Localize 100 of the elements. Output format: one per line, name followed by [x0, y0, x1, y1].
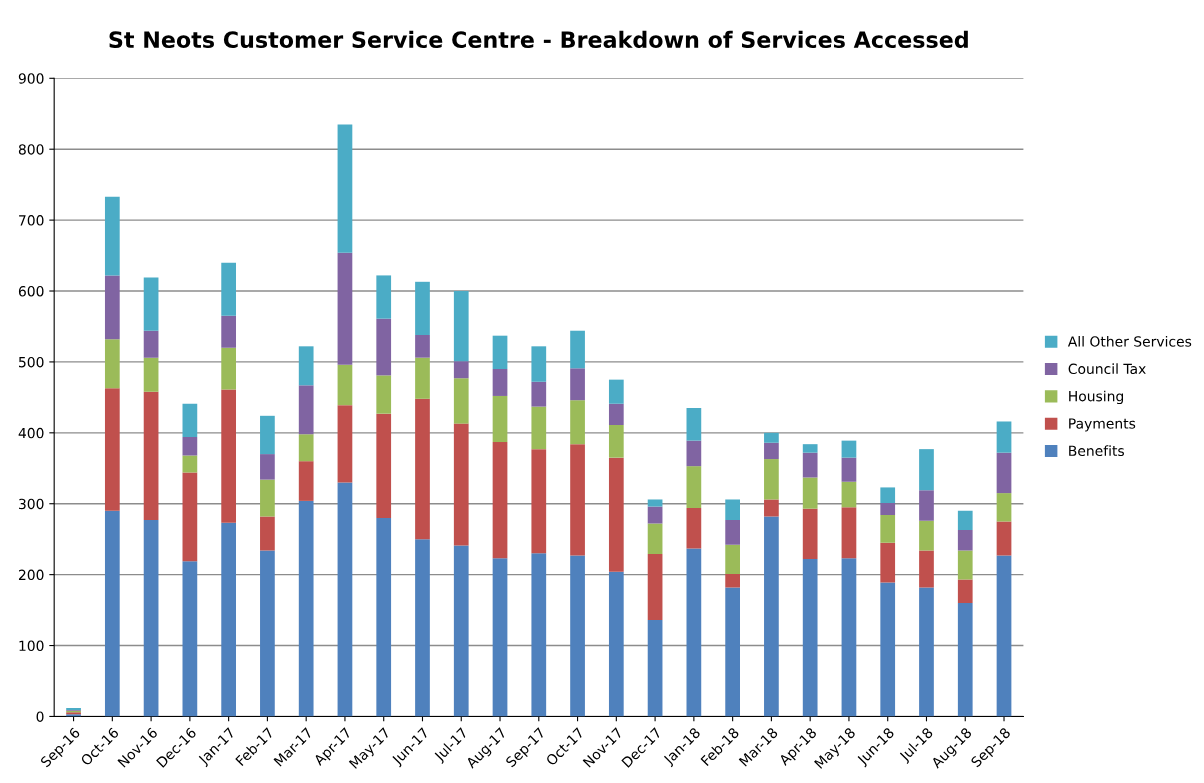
y-tick-label: 400 [18, 427, 44, 439]
bar [298, 434, 314, 462]
bar [337, 124, 353, 253]
bar [725, 544, 740, 574]
bar [802, 477, 818, 509]
bar [531, 346, 547, 382]
bar [996, 555, 1012, 717]
bar [608, 425, 624, 458]
bar [608, 379, 624, 404]
bar [647, 499, 663, 507]
bar [880, 487, 896, 504]
bar [764, 459, 779, 500]
bar [725, 520, 740, 545]
y-tick-label: 800 [18, 144, 44, 155]
bar [143, 391, 159, 521]
bar [841, 440, 857, 458]
bar [104, 388, 120, 511]
bar [996, 421, 1012, 453]
legend-label: Council Tax [1068, 363, 1146, 375]
bar [260, 516, 275, 551]
bar [725, 499, 740, 521]
bar [570, 444, 585, 556]
bar [221, 347, 237, 390]
bar [841, 481, 857, 508]
bar [764, 516, 779, 717]
bar [182, 437, 198, 456]
bar [608, 403, 624, 426]
bar [880, 582, 896, 717]
bar [957, 603, 973, 717]
bar [260, 479, 275, 517]
bar [919, 587, 934, 717]
bar [453, 291, 469, 362]
bar [919, 520, 934, 551]
y-tick-label: 100 [19, 640, 44, 652]
bar [880, 542, 896, 583]
bar [570, 555, 585, 717]
bar [570, 330, 585, 369]
bar [996, 521, 1012, 556]
y-tick-label: 900 [18, 73, 44, 84]
bar [647, 620, 663, 717]
bar [608, 571, 624, 717]
bar [492, 558, 508, 717]
bar [996, 452, 1012, 494]
bar [647, 523, 663, 555]
bar [570, 368, 585, 401]
bar [531, 449, 547, 554]
bar [802, 444, 818, 453]
bar [182, 455, 198, 473]
bar [919, 449, 934, 491]
bar [182, 403, 198, 438]
bar [608, 457, 624, 572]
bar [919, 490, 934, 521]
bar [492, 335, 508, 370]
bar [996, 493, 1012, 522]
y-tick-label: 500 [19, 356, 44, 368]
bar [880, 503, 896, 516]
bar [415, 398, 430, 540]
bar [531, 381, 547, 407]
bar [337, 252, 353, 365]
bar [492, 442, 508, 559]
bar [570, 400, 585, 445]
bar [531, 406, 547, 450]
bar [376, 375, 392, 414]
bar [686, 507, 702, 549]
bar [260, 415, 275, 455]
bar [453, 361, 469, 379]
y-tick-label: 700 [19, 215, 44, 226]
bar [957, 529, 973, 551]
bar [764, 432, 779, 443]
bar [802, 559, 818, 717]
bar [376, 318, 392, 376]
bar [415, 357, 430, 399]
bar [957, 510, 973, 530]
bar [686, 466, 702, 508]
bar [802, 452, 818, 478]
legend-label: Benefits [1069, 445, 1124, 457]
bar [880, 515, 896, 543]
bar [337, 405, 353, 483]
bar [337, 364, 353, 406]
bar [104, 196, 120, 276]
y-tick-label: 200 [18, 569, 44, 581]
bar [957, 550, 973, 580]
bar [221, 262, 237, 316]
y-tick-label: 300 [19, 498, 44, 510]
bar [298, 461, 314, 501]
bar [764, 442, 779, 460]
bar [841, 507, 857, 559]
bar [143, 277, 159, 331]
bar [221, 315, 237, 348]
bar [841, 558, 857, 717]
bar [221, 522, 237, 717]
bar [143, 520, 159, 717]
bar [802, 508, 818, 560]
bar [143, 330, 159, 358]
bar [764, 499, 779, 517]
bar [260, 454, 275, 480]
bar [415, 539, 430, 717]
bar [221, 389, 237, 523]
bar [686, 408, 702, 441]
bar [453, 423, 469, 546]
